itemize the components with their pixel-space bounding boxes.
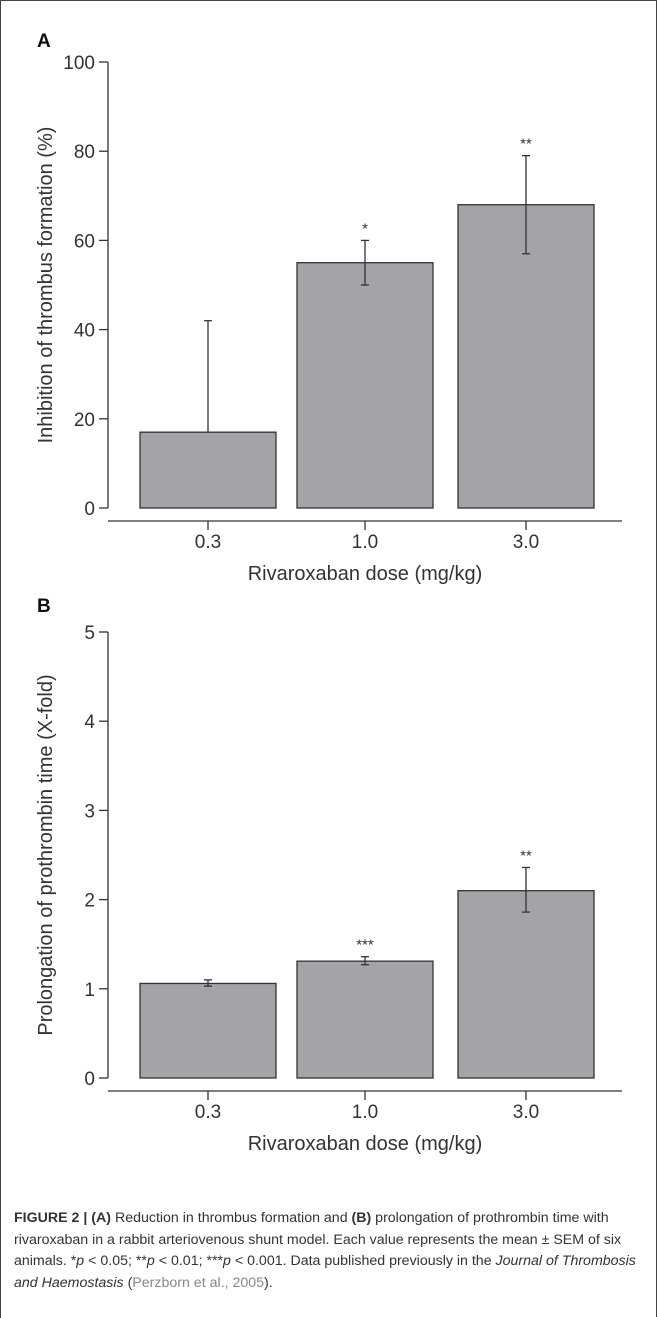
panel-b-y-tick-label-1: 1 xyxy=(84,980,95,1001)
panel-b-x-tick-label-1.0: 1.0 xyxy=(352,1102,378,1123)
panel-b-x-axis-title: Rivaroxaban dose (mg/kg) xyxy=(248,1133,483,1155)
caption-figure-label: FIGURE 2 | xyxy=(14,1210,88,1226)
figure-caption: FIGURE 2 | (A) Reduction in thrombus for… xyxy=(14,1208,644,1294)
panel-a-y-tick-label-5: 100 xyxy=(63,53,95,74)
panel-b-x-tick-label-0.3: 0.3 xyxy=(195,1102,221,1123)
panel-b-y-tick-label-4: 4 xyxy=(84,712,95,733)
caption-journal: Journal of Thrombosis and Haemostasis xyxy=(14,1253,636,1291)
panel-a-bar-0.3 xyxy=(139,431,277,509)
caption-a-label: (A) xyxy=(91,1210,111,1226)
caption-text-4: < 0.01; *** xyxy=(154,1253,224,1269)
panel-b-x-tick-label-3.0: 3.0 xyxy=(513,1102,539,1123)
caption-p-2: p xyxy=(146,1253,155,1269)
panel-a-significance-3.0: ** xyxy=(520,136,532,153)
panel-b-bar-0.3 xyxy=(139,982,277,1079)
panel-b-y-axis-title: Prolongation of prothrombin time (X-fold… xyxy=(35,674,57,1035)
caption-text-6: ( xyxy=(123,1274,133,1291)
panel-b-bar-3.0 xyxy=(457,890,595,1079)
panel-b-y-tick-label-3: 3 xyxy=(84,801,95,822)
caption-text-2: prolongation of prothrombin time with ri… xyxy=(14,1210,622,1269)
caption-p-1: p xyxy=(76,1253,85,1269)
caption-text-5: < 0.001. Data published previously in th… xyxy=(230,1253,496,1269)
panel-a-x-axis-title: Rivaroxaban dose (mg/kg) xyxy=(248,563,483,585)
panel-b-bar-1.0 xyxy=(296,960,434,1079)
panel-a-x-tick-label-1.0: 1.0 xyxy=(352,532,378,553)
panel-a-y-tick-label-0: 0 xyxy=(84,499,95,520)
panel-a-y-tick-label-4: 80 xyxy=(74,142,95,163)
panel-a-bar-3.0 xyxy=(457,204,595,509)
caption-b-label: (B) xyxy=(351,1210,372,1226)
panel-a-label: A xyxy=(37,31,51,52)
panel-b-significance-1.0: *** xyxy=(356,937,374,954)
panel-a-y-axis-title: Inhibition of thrombus formation (%) xyxy=(35,127,57,444)
panel-b-significance-3.0: ** xyxy=(520,847,532,864)
caption-p-3: p xyxy=(223,1253,231,1269)
panel-a-y-tick-label-1: 20 xyxy=(74,410,95,431)
caption-text-1: Reduction in thrombus formation and xyxy=(111,1210,352,1226)
panel-a-x-tick-label-0.3: 0.3 xyxy=(195,532,221,553)
caption-text-7: ). xyxy=(264,1274,273,1291)
panel-b-y-tick-label-5: 5 xyxy=(84,623,95,644)
panel-a-y-tick-label-3: 60 xyxy=(74,231,95,252)
panel-b-y-tick-label-2: 2 xyxy=(84,891,95,912)
panel-a-y-tick-label-2: 40 xyxy=(74,321,95,342)
panel-a-significance-1.0: * xyxy=(362,220,368,237)
caption-text-3: < 0.05; ** xyxy=(84,1253,147,1269)
panel-a-bar-1.0 xyxy=(296,262,434,509)
panel-b-y-tick-label-0: 0 xyxy=(84,1069,95,1090)
panel-b-label: B xyxy=(37,596,51,617)
caption-citation-link[interactable]: Perzborn et al., 2005 xyxy=(132,1274,265,1291)
panel-a-x-tick-label-3.0: 3.0 xyxy=(513,532,539,553)
